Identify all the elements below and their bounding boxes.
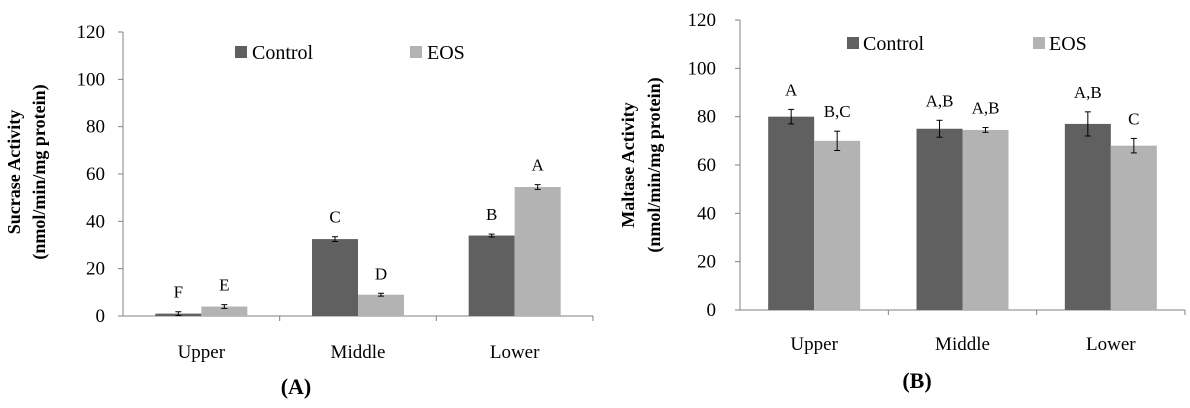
- panel-b-y-axis-title: (nmol/min/mg protein): [644, 77, 665, 252]
- panel-a-y-tick-label: 20: [86, 259, 105, 280]
- panel-b-y-tick-label: 40: [697, 203, 716, 224]
- panel-b-legend-swatch-control: [847, 37, 859, 49]
- panel-b-y-tick-label: 100: [688, 58, 717, 79]
- panel-a-y-tick-label: 80: [86, 117, 105, 138]
- panel-b-y-axis-title: Maltase Activity: [618, 102, 638, 227]
- panel-a-significance-letter: F: [174, 283, 183, 302]
- panel-b-significance-letter: A,B: [1074, 83, 1102, 102]
- panel-b-y-tick-label: 80: [697, 107, 716, 128]
- panel-a-y-axis-title: Sucrase Activity: [4, 110, 24, 234]
- panel-a-bar-control-lower: [468, 235, 515, 316]
- panel-a-significance-letter: A: [532, 156, 545, 175]
- panel-b-panel-label: (B): [902, 368, 931, 393]
- panel-a-y-tick-label: 120: [77, 22, 106, 43]
- panel-a-bar-eos-middle: [358, 294, 404, 316]
- panel-a-y-tick-label: 40: [86, 211, 105, 232]
- panel-b-bar-eos-lower: [1110, 145, 1157, 310]
- panel-b-bar-control-upper: [768, 116, 815, 311]
- panel-b-significance-letter: C: [1128, 109, 1139, 128]
- panel-a-legend-swatch-eos: [410, 46, 422, 58]
- panel-a-x-category-label: Upper: [178, 342, 226, 363]
- panel-a-bar-eos-lower: [514, 187, 561, 316]
- panel-a-significance-letter: E: [219, 276, 229, 295]
- panel-a-y-tick-label: 0: [96, 306, 106, 327]
- panel-b-legend-label-control: Control: [863, 33, 925, 55]
- panel-a-y-axis-title: (nmol/min/mg protein): [29, 84, 50, 259]
- panel-b-legend-label-eos: EOS: [1049, 33, 1087, 55]
- panel-b-y-tick-label: 120: [688, 10, 717, 31]
- panel-a-legend-label-control: Control: [252, 42, 314, 64]
- panel-b-y-tick-label: 20: [697, 252, 716, 273]
- panel-b-significance-letter: B,C: [824, 102, 851, 121]
- panel-b-significance-letter: A,B: [926, 91, 954, 110]
- panel-b-significance-letter: A: [785, 80, 798, 99]
- panel-a-significance-letter: D: [375, 264, 387, 283]
- panel-b-legend-swatch-eos: [1033, 37, 1045, 49]
- panel-b-x-category-label: Lower: [1086, 334, 1136, 355]
- panel-a-significance-letter: C: [329, 208, 340, 227]
- panel-a-x-category-label: Lower: [490, 342, 540, 363]
- panel-b-bar-control-lower: [1064, 123, 1111, 311]
- panel-b-x-category-label: Upper: [790, 334, 838, 355]
- panel-b-y-tick-label: 0: [707, 300, 717, 321]
- panel-a-panel-label: (A): [281, 374, 312, 399]
- panel-b-bar-control-middle: [916, 128, 963, 310]
- panel-b-x-category-label: Middle: [935, 334, 990, 355]
- panel-b-bar-eos-upper: [814, 140, 861, 310]
- panel-a-significance-letter: B: [486, 205, 497, 224]
- panel-a-y-tick-label: 60: [86, 164, 105, 185]
- panel-a-bar-control-middle: [312, 239, 358, 316]
- panel-a-bar-eos-upper: [201, 306, 248, 316]
- panel-a-x-category-label: Middle: [331, 342, 386, 363]
- panel-a-legend-swatch-control: [235, 46, 247, 58]
- panel-b-bar-eos-middle: [962, 129, 1009, 310]
- panel-b-y-tick-label: 60: [697, 155, 716, 176]
- panel-a-y-tick-label: 100: [77, 69, 106, 90]
- panel-a-legend-label-eos: EOS: [427, 42, 465, 64]
- panel-b-significance-letter: A,B: [972, 99, 1000, 118]
